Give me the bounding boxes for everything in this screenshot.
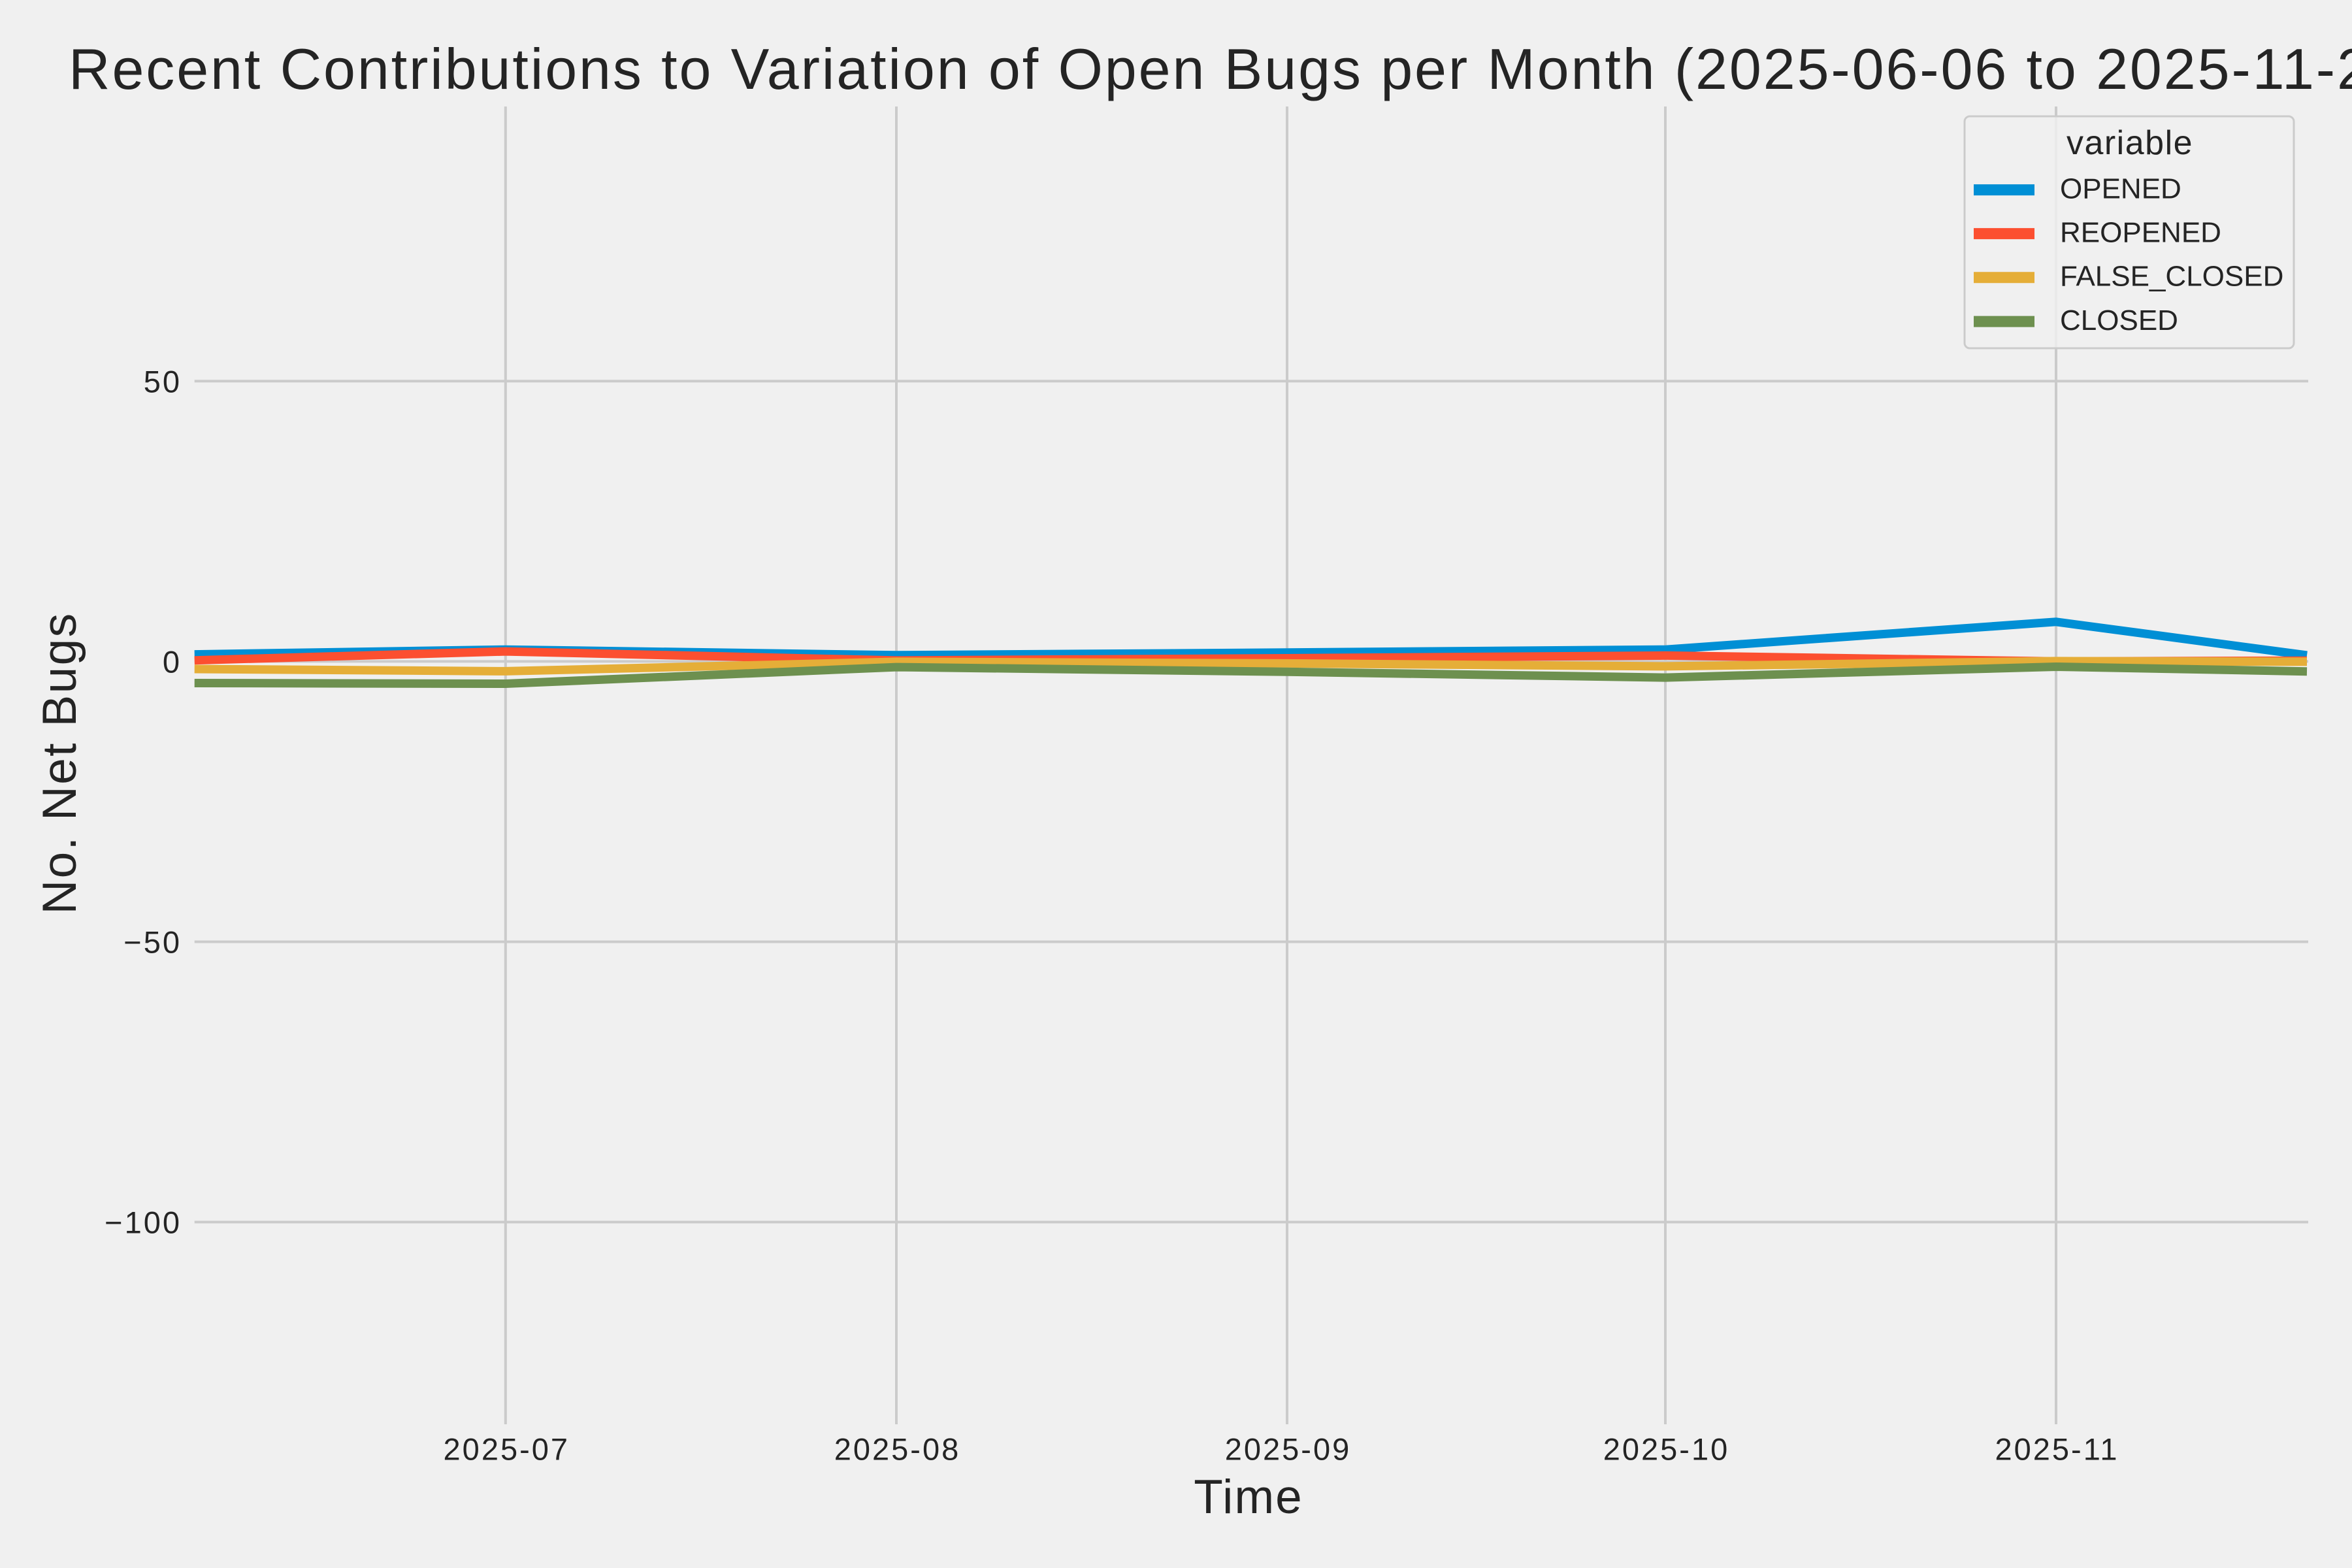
svg-text:No. Net Bugs: No. Net Bugs [33,612,86,915]
svg-text:CLOSED: CLOSED [2060,304,2178,336]
svg-text:0: 0 [163,644,182,679]
svg-text:2025-08: 2025-08 [834,1432,961,1467]
svg-text:2025-11: 2025-11 [1995,1432,2119,1467]
svg-text:2025-09: 2025-09 [1225,1432,1352,1467]
svg-text:variable: variable [2066,124,2193,162]
svg-text:−100: −100 [105,1205,182,1239]
svg-text:OPENED: OPENED [2060,172,2181,204]
svg-text:FALSE_CLOSED: FALSE_CLOSED [2060,261,2283,293]
svg-text:−50: −50 [123,924,182,959]
svg-text:2025-10: 2025-10 [1603,1432,1730,1467]
svg-text:50: 50 [144,364,182,399]
svg-text:Time: Time [1194,1471,1303,1524]
svg-text:2025-07: 2025-07 [444,1432,570,1467]
svg-text:REOPENED: REOPENED [2060,216,2221,248]
svg-text:Recent Contributions to Variat: Recent Contributions to Variation of Ope… [69,37,2352,101]
